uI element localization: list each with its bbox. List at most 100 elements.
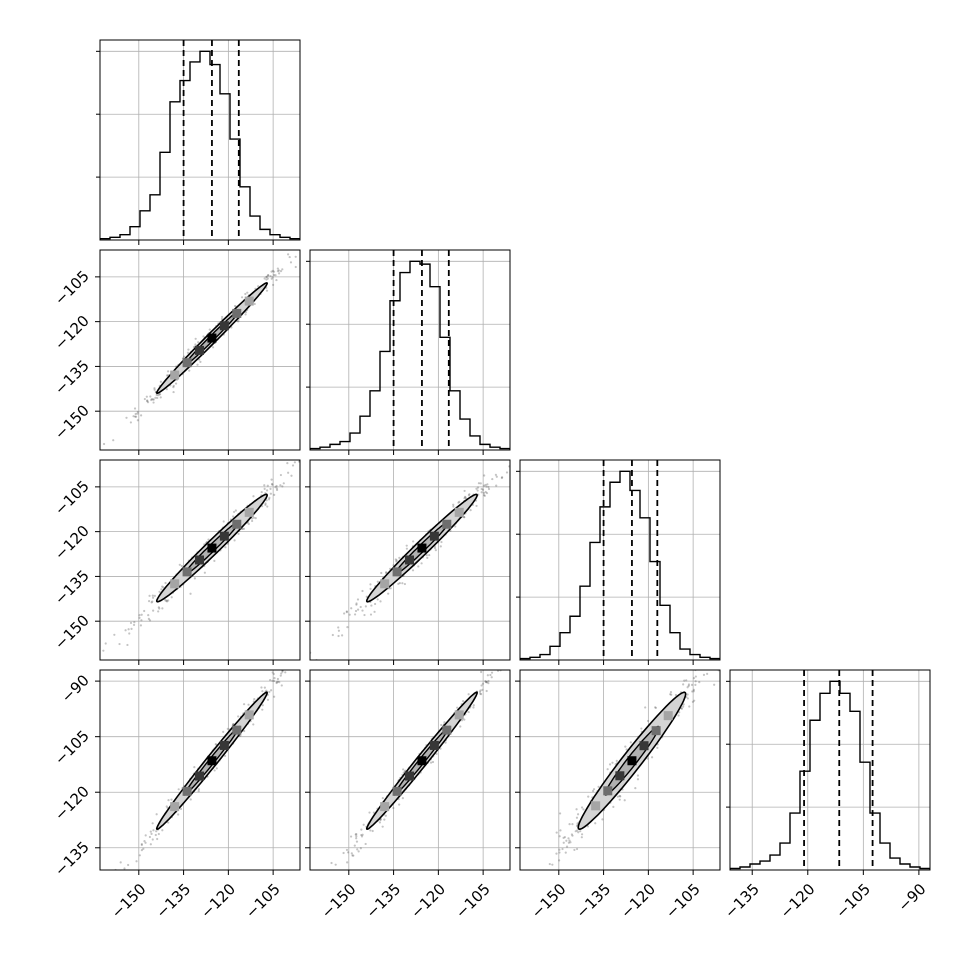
sample-point xyxy=(193,766,196,769)
density-bin xyxy=(405,771,415,781)
sample-point xyxy=(271,671,274,674)
sample-point xyxy=(355,602,358,605)
sample-point xyxy=(164,599,167,602)
sample-point xyxy=(263,277,266,280)
sample-point xyxy=(615,759,618,763)
sample-point xyxy=(145,395,148,398)
x-tick-label: −135 xyxy=(572,880,614,922)
pair-panel-4-3: −150 −135 −120 −105 xyxy=(515,669,721,922)
sample-point xyxy=(151,822,154,825)
histogram-series-2 xyxy=(310,260,510,450)
x-tick-label: −90 xyxy=(895,880,930,915)
axes-frame xyxy=(519,459,721,661)
sample-point xyxy=(116,886,118,888)
sample-point xyxy=(197,788,201,791)
sample-point xyxy=(172,384,175,388)
sample-point xyxy=(269,487,272,490)
sample-point xyxy=(523,639,525,641)
sample-point xyxy=(242,527,246,530)
sample-point xyxy=(654,706,657,709)
density-bin xyxy=(627,756,637,766)
sample-point xyxy=(397,582,400,585)
sample-point xyxy=(368,811,371,814)
sample-point xyxy=(654,706,658,709)
sample-point xyxy=(159,396,162,399)
sample-point xyxy=(170,596,173,599)
sample-point xyxy=(355,603,358,606)
sample-point xyxy=(369,613,373,616)
sample-point xyxy=(476,486,480,489)
sample-point xyxy=(132,623,136,627)
pair-panel-2-1: −105−120−135−150 xyxy=(51,249,301,455)
sample-point xyxy=(618,794,621,798)
sample-point xyxy=(151,596,155,599)
density-bin xyxy=(219,321,229,331)
sample-point xyxy=(160,588,163,591)
sample-point xyxy=(266,277,269,280)
sample-point xyxy=(706,672,709,675)
sample-point xyxy=(252,723,255,726)
sample-point xyxy=(272,273,276,277)
sample-point xyxy=(221,315,224,319)
density-bin xyxy=(195,555,205,565)
sample-point xyxy=(587,795,590,798)
density-bin xyxy=(195,771,205,781)
sample-point xyxy=(612,805,615,808)
sample-point xyxy=(571,822,574,826)
sample-point xyxy=(426,556,429,559)
sample-point xyxy=(350,607,353,610)
sample-point xyxy=(376,598,379,601)
sample-point xyxy=(346,861,349,864)
sample-point xyxy=(154,833,157,837)
sample-point xyxy=(142,847,145,850)
sample-point xyxy=(282,482,285,485)
sample-point xyxy=(381,797,384,800)
density-bin xyxy=(182,786,192,796)
sample-point xyxy=(203,571,206,574)
sample-point xyxy=(682,705,685,708)
x-tick-label: −135 xyxy=(152,880,194,922)
sample-point xyxy=(102,649,105,652)
sample-point xyxy=(369,583,372,586)
sample-point xyxy=(161,607,164,610)
sample-point xyxy=(269,274,272,278)
sample-point xyxy=(152,401,155,404)
axes-frame xyxy=(99,669,301,871)
sample-point xyxy=(291,464,295,467)
sample-point xyxy=(381,825,384,828)
sample-point xyxy=(136,410,139,414)
sample-point xyxy=(383,818,386,821)
sample-point xyxy=(253,302,256,306)
density-bin xyxy=(182,567,192,577)
sample-point xyxy=(487,487,491,491)
sample-point xyxy=(478,690,482,693)
sample-point xyxy=(152,829,155,832)
sample-point xyxy=(477,482,481,485)
sample-point xyxy=(687,683,691,686)
sample-point xyxy=(263,686,266,689)
sample-point xyxy=(279,473,283,477)
x-tick-label: −150 xyxy=(318,880,360,922)
sample-point xyxy=(294,265,297,269)
sample-point xyxy=(608,763,612,766)
sample-point xyxy=(288,255,291,259)
sample-point xyxy=(264,503,267,506)
sample-point xyxy=(558,859,561,862)
sample-point xyxy=(698,681,701,684)
sample-point xyxy=(561,847,564,851)
sample-point xyxy=(222,730,225,733)
sample-point xyxy=(267,274,270,277)
sample-point xyxy=(178,563,181,566)
axes-frame xyxy=(309,669,511,871)
sample-point xyxy=(140,619,143,622)
sample-point xyxy=(120,877,122,879)
sample-point xyxy=(376,580,379,583)
sample-point xyxy=(273,493,276,496)
sample-point xyxy=(288,665,290,667)
sample-point xyxy=(277,272,281,275)
sample-point xyxy=(276,680,280,683)
sample-point xyxy=(272,679,276,683)
sample-point xyxy=(580,806,584,809)
sample-point xyxy=(167,799,170,802)
sample-point xyxy=(379,600,382,603)
